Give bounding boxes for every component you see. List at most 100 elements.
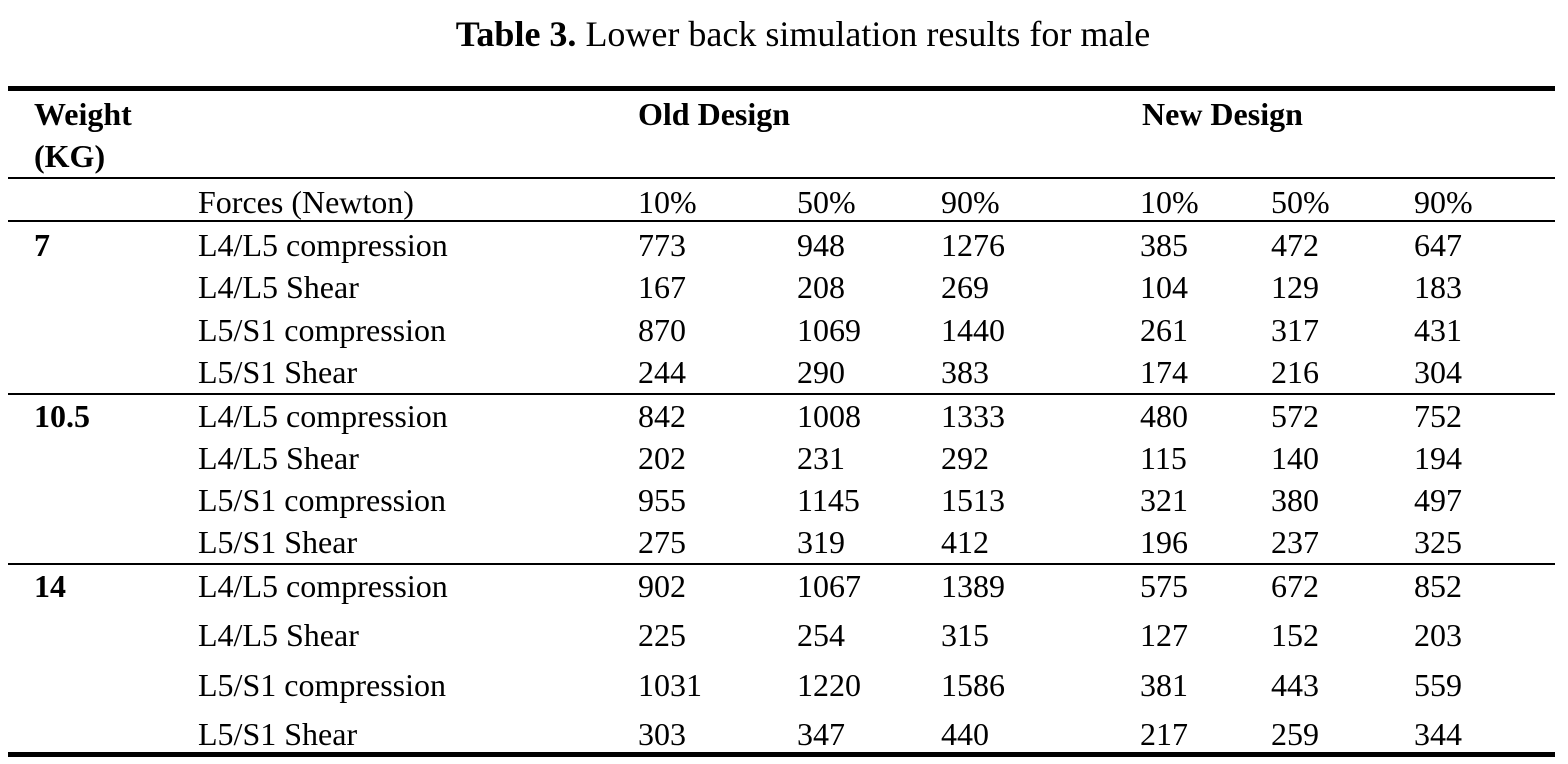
force-label: L5/S1 compression (198, 482, 446, 518)
group-rule (8, 563, 1555, 565)
value-cell: 575 (1140, 568, 1188, 604)
force-label: L5/S1 Shear (198, 716, 358, 752)
value-cell: 208 (797, 269, 845, 305)
value-cell: 1220 (797, 667, 861, 703)
value-cell: 194 (1414, 440, 1462, 476)
value-cell: 1067 (797, 568, 861, 604)
value-cell: 269 (941, 269, 989, 305)
value-cell: 1069 (797, 312, 861, 348)
value-cell: 497 (1414, 482, 1462, 518)
value-cell: 672 (1271, 568, 1319, 604)
value-cell: 216 (1271, 354, 1319, 390)
value-cell: 948 (797, 227, 845, 263)
value-cell: 196 (1140, 524, 1188, 560)
value-cell: 129 (1271, 269, 1319, 305)
force-label: L4/L5 compression (198, 227, 448, 263)
value-cell: 183 (1414, 269, 1462, 305)
value-cell: 870 (638, 312, 686, 348)
value-cell: 1145 (797, 482, 860, 518)
value-cell: 104 (1140, 269, 1188, 305)
value-cell: 174 (1140, 354, 1188, 390)
value-cell: 380 (1271, 482, 1319, 518)
value-cell: 902 (638, 568, 686, 604)
value-cell: 115 (1140, 440, 1187, 476)
value-cell: 480 (1140, 398, 1188, 434)
value-cell: 1008 (797, 398, 861, 434)
value-cell: 412 (941, 524, 989, 560)
value-cell: 347 (797, 716, 845, 752)
value-cell: 231 (797, 440, 845, 476)
value-cell: 167 (638, 269, 686, 305)
weight-cell: 10.5 (34, 398, 90, 434)
value-cell: 275 (638, 524, 686, 560)
value-cell: 1031 (638, 667, 702, 703)
header-weight-line2: (KG) (34, 138, 106, 174)
value-cell: 559 (1414, 667, 1462, 703)
value-cell: 773 (638, 227, 686, 263)
value-cell: 304 (1414, 354, 1462, 390)
value-cell: 290 (797, 354, 845, 390)
value-cell: 344 (1414, 716, 1462, 752)
caption-text: Lower back simulation results for male (585, 14, 1151, 54)
value-cell: 202 (638, 440, 686, 476)
value-cell: 647 (1414, 227, 1462, 263)
value-cell: 1440 (941, 312, 1005, 348)
force-label: L4/L5 Shear (198, 617, 359, 653)
value-cell: 237 (1271, 524, 1319, 560)
force-label: L5/S1 compression (198, 312, 446, 348)
value-cell: 443 (1271, 667, 1319, 703)
header-rule (8, 177, 1555, 179)
value-cell: 317 (1271, 312, 1319, 348)
header-old-design: Old Design (638, 96, 791, 132)
value-cell: 261 (1140, 312, 1188, 348)
caption-label: Table 3. (455, 14, 577, 54)
header-weight-line1: Weight (34, 96, 132, 132)
value-cell: 127 (1140, 617, 1188, 653)
value-cell: 140 (1271, 440, 1319, 476)
value-cell: 1333 (941, 398, 1005, 434)
value-cell: 383 (941, 354, 989, 390)
value-cell: 1513 (941, 482, 1005, 518)
subheader-percentile: 90% (1414, 184, 1473, 220)
value-cell: 319 (797, 524, 845, 560)
value-cell: 259 (1271, 716, 1319, 752)
subheader-percentile: 10% (1140, 184, 1199, 220)
value-cell: 325 (1414, 524, 1462, 560)
table-caption: Table 3. Lower back simulation results f… (0, 12, 1568, 56)
force-label: L4/L5 Shear (198, 269, 359, 305)
value-cell: 842 (638, 398, 686, 434)
force-label: L4/L5 Shear (198, 440, 359, 476)
subheader-percentile: 90% (941, 184, 1000, 220)
value-cell: 1389 (941, 568, 1005, 604)
subheader-percentile: 10% (638, 184, 697, 220)
value-cell: 385 (1140, 227, 1188, 263)
group-rule (8, 393, 1555, 395)
value-cell: 472 (1271, 227, 1319, 263)
value-cell: 381 (1140, 667, 1188, 703)
top-rule (8, 86, 1555, 91)
value-cell: 752 (1414, 398, 1462, 434)
value-cell: 244 (638, 354, 686, 390)
value-cell: 225 (638, 617, 686, 653)
subheader-rule (8, 220, 1555, 222)
subheader-percentile: 50% (1271, 184, 1330, 220)
force-label: L4/L5 compression (198, 568, 448, 604)
force-label: L4/L5 compression (198, 398, 448, 434)
value-cell: 1586 (941, 667, 1005, 703)
value-cell: 572 (1271, 398, 1319, 434)
value-cell: 203 (1414, 617, 1462, 653)
force-label: L5/S1 compression (198, 667, 446, 703)
value-cell: 321 (1140, 482, 1188, 518)
header-new-design: New Design (1142, 96, 1303, 132)
value-cell: 1276 (941, 227, 1005, 263)
bottom-rule (8, 752, 1555, 757)
value-cell: 303 (638, 716, 686, 752)
value-cell: 217 (1140, 716, 1188, 752)
value-cell: 431 (1414, 312, 1462, 348)
value-cell: 292 (941, 440, 989, 476)
value-cell: 152 (1271, 617, 1319, 653)
force-label: L5/S1 Shear (198, 524, 358, 560)
value-cell: 315 (941, 617, 989, 653)
value-cell: 955 (638, 482, 686, 518)
weight-cell: 7 (34, 227, 50, 263)
